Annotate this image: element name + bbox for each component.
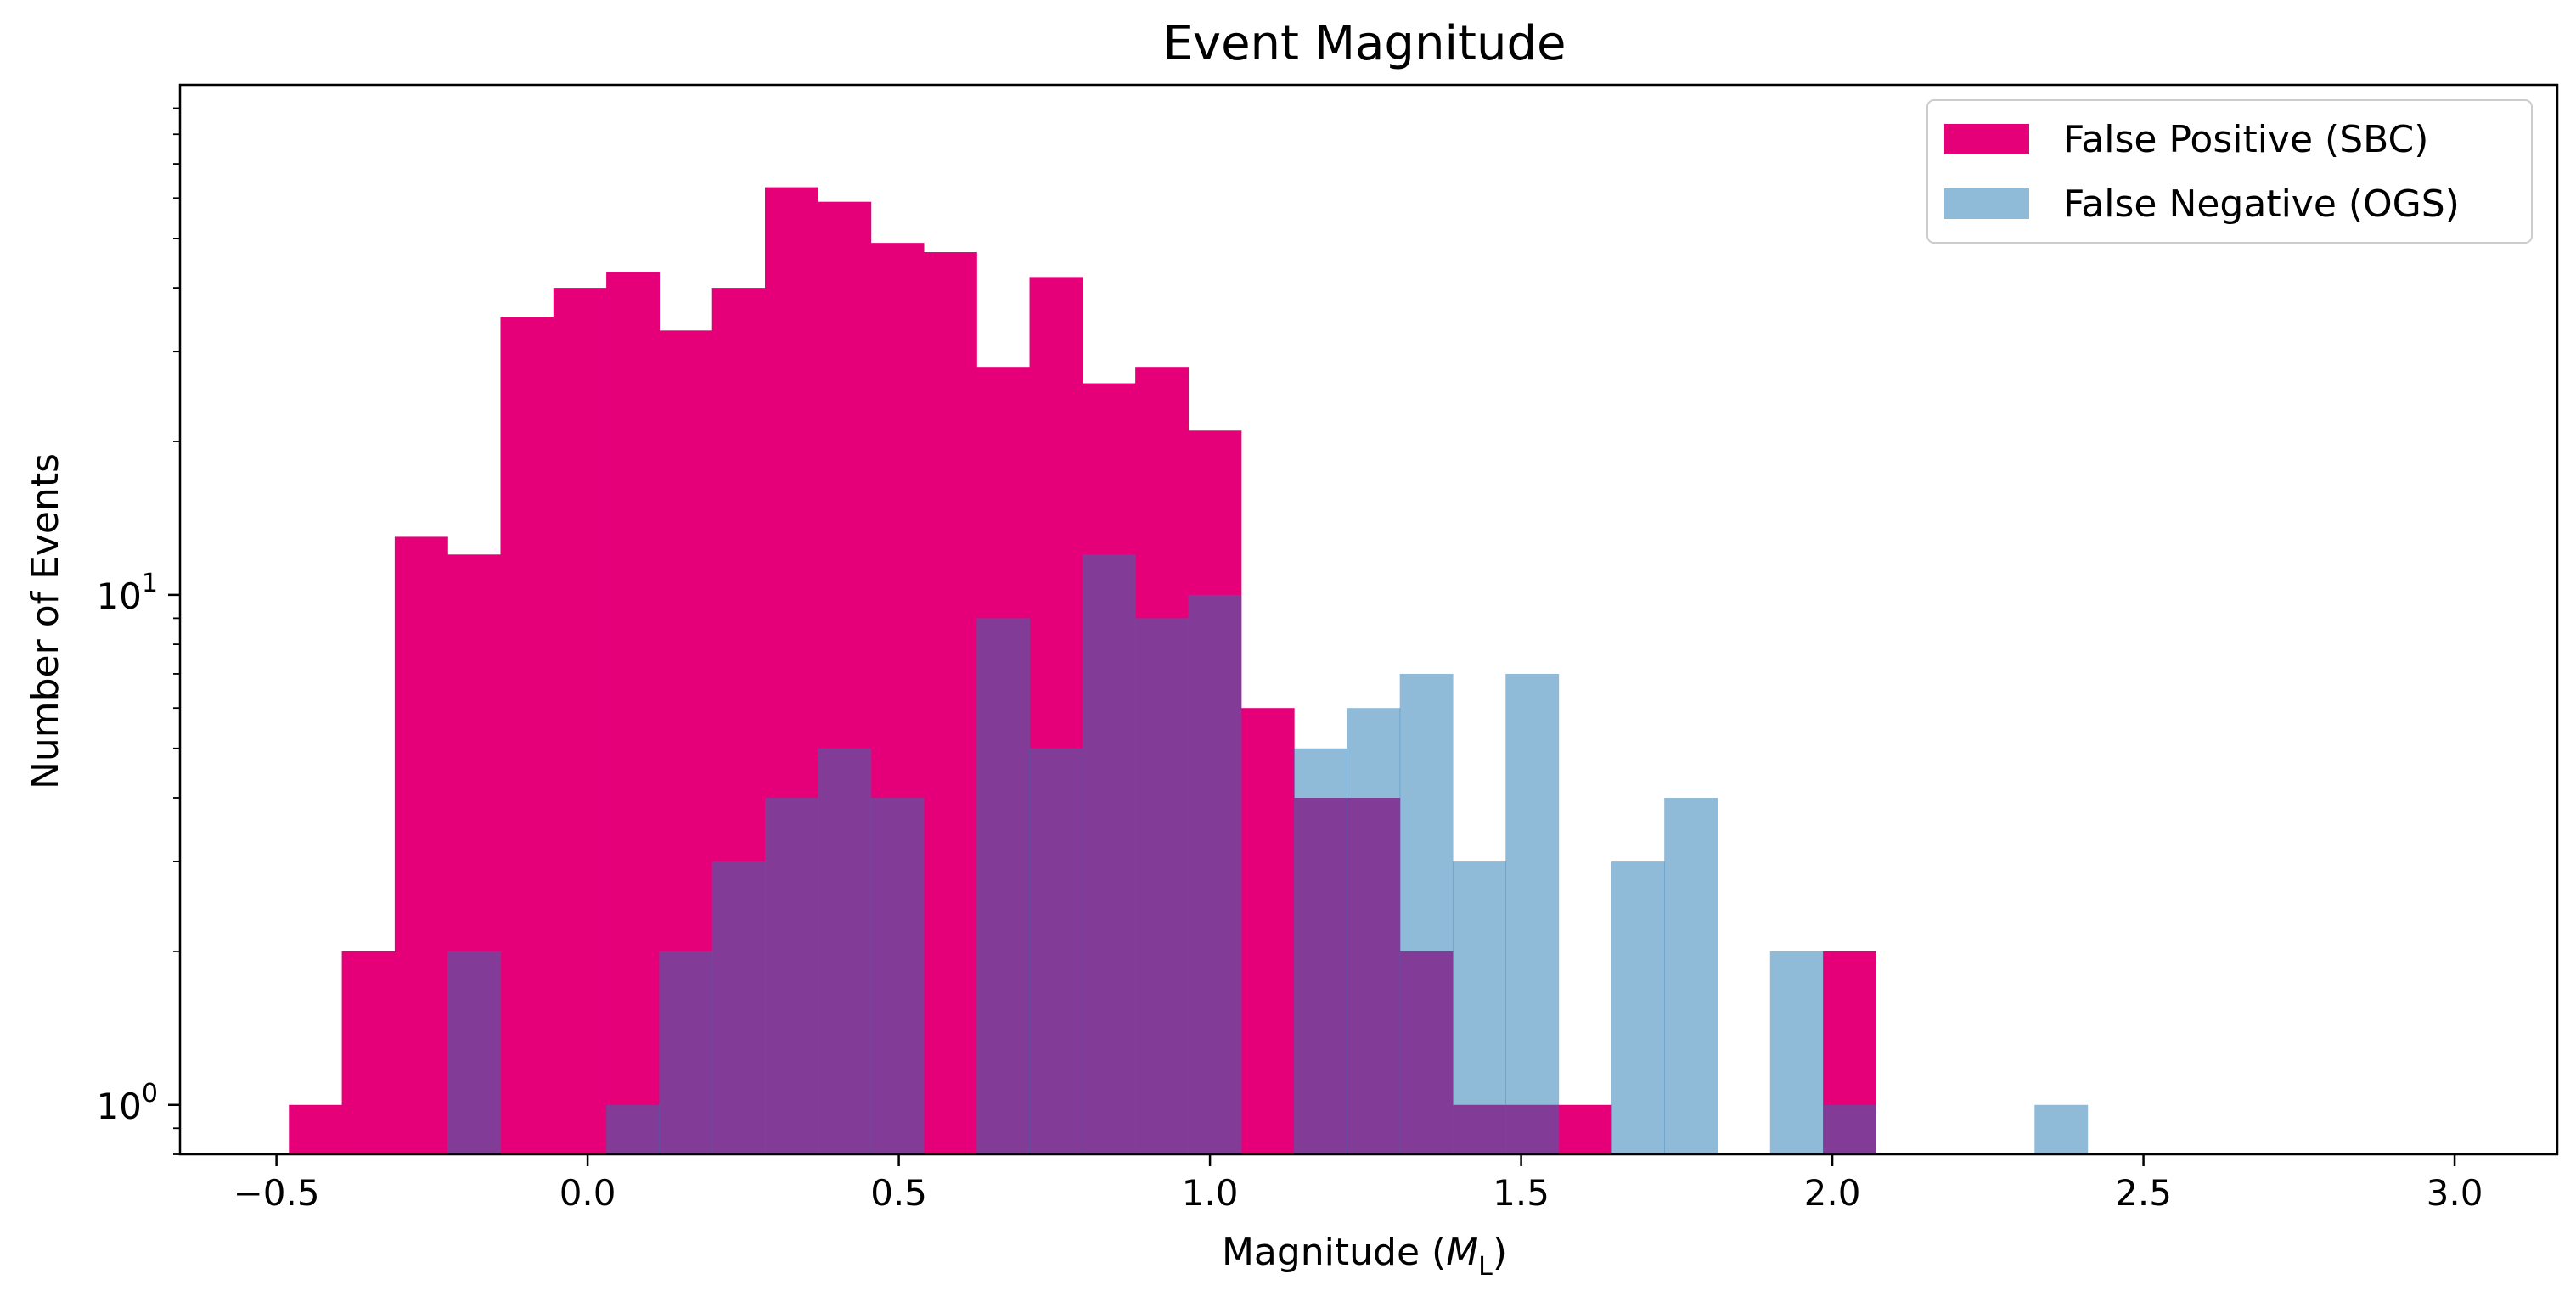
histogram-bar xyxy=(1347,708,1401,1154)
histogram-bar xyxy=(394,536,448,1154)
y-tick-label: 100 xyxy=(96,1079,158,1127)
x-tick-label: 1.0 xyxy=(1182,1172,1239,1214)
histogram-bar xyxy=(711,861,766,1154)
y-axis-ticks: 100 101 xyxy=(96,107,180,1155)
y-axis-label: Number of Events xyxy=(24,453,67,789)
legend-swatch-false-positive xyxy=(1944,124,2029,154)
histogram-bar xyxy=(606,272,660,1154)
histogram-bar xyxy=(1294,748,1347,1154)
histogram-bar xyxy=(1664,798,1718,1154)
histogram-bar xyxy=(1135,618,1190,1154)
y-tick-label: 101 xyxy=(96,569,158,617)
x-tick-label: 0.0 xyxy=(560,1172,616,1214)
histogram-bar xyxy=(1452,861,1506,1154)
legend-swatch-false-negative xyxy=(1944,188,2029,219)
histogram-bar xyxy=(500,317,554,1154)
histogram-bar xyxy=(1611,861,1665,1154)
histogram-bar xyxy=(1399,673,1454,1154)
x-axis-ticks: −0.5 0.0 0.5 1.0 1.5 2.0 2.5 3.0 xyxy=(233,1154,2483,1214)
histogram-bar xyxy=(870,798,925,1154)
x-tick-label: 1.5 xyxy=(1493,1172,1550,1214)
histogram-bar xyxy=(1823,1104,1876,1154)
histogram-bar xyxy=(1240,708,1295,1154)
histogram-bar xyxy=(606,1104,660,1154)
histogram-bar xyxy=(1558,1104,1612,1154)
histogram-bar xyxy=(1769,951,1824,1154)
x-tick-label: 2.0 xyxy=(1804,1172,1861,1214)
plot-frame xyxy=(178,83,2559,1156)
histogram-bar xyxy=(818,748,872,1154)
histogram-bar xyxy=(553,288,607,1154)
legend-label-false-positive: False Positive (SBC) xyxy=(2063,118,2428,161)
histogram-bar xyxy=(765,798,818,1154)
legend-box xyxy=(1926,99,2533,244)
x-axis-label: Magnitude (ML) xyxy=(1222,1231,1507,1282)
histogram-bar xyxy=(659,951,713,1154)
x-tick-label: −0.5 xyxy=(233,1172,320,1214)
histogram-bars xyxy=(289,187,2089,1155)
histogram-bar xyxy=(1505,673,1560,1154)
legend-label-false-negative: False Negative (OGS) xyxy=(2063,182,2460,226)
x-tick-label: 3.0 xyxy=(2427,1172,2483,1214)
x-tick-label: 0.5 xyxy=(870,1172,927,1214)
histogram-bar xyxy=(976,618,1031,1154)
histogram-bar xyxy=(447,951,502,1154)
histogram-bar xyxy=(289,1104,343,1154)
histogram-bar xyxy=(1029,748,1083,1154)
histogram-bar xyxy=(2034,1104,2089,1154)
histogram-bar xyxy=(1188,594,1242,1154)
chart-title: Event Magnitude xyxy=(1163,16,1566,71)
histogram-bar xyxy=(923,252,977,1154)
histogram-bar xyxy=(1082,554,1136,1154)
x-tick-label: 2.5 xyxy=(2115,1172,2172,1214)
series-1-bars xyxy=(447,554,2089,1154)
legend: False Positive (SBC) False Negative (OGS… xyxy=(1926,99,2533,244)
histogram-bar xyxy=(341,951,396,1154)
